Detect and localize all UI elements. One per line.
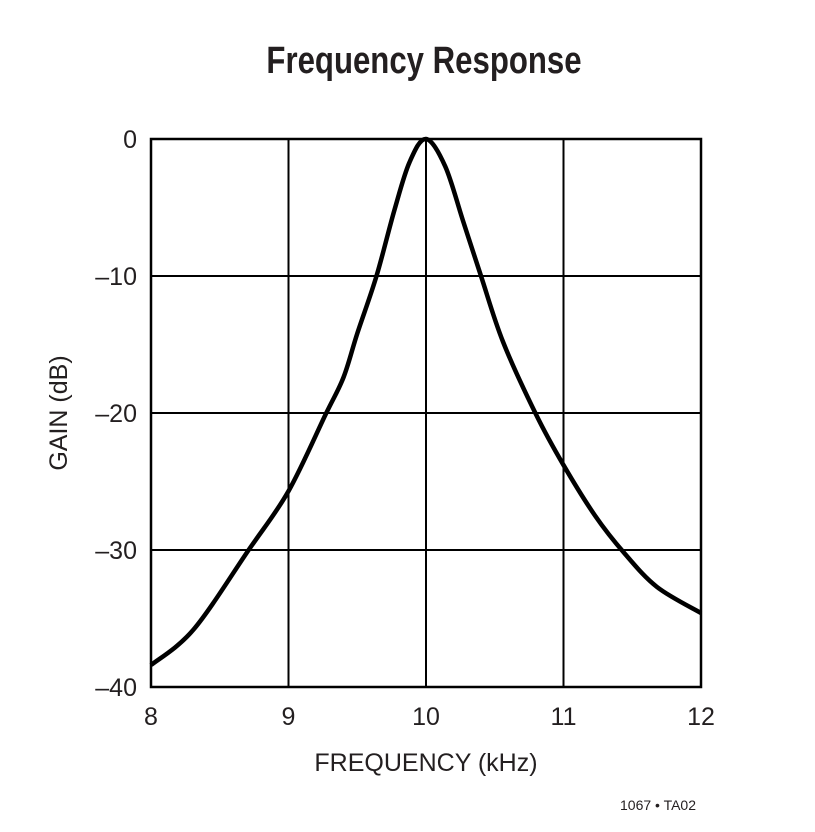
y-tick-label: –10 (95, 263, 137, 291)
y-tick-label: –40 (95, 674, 137, 702)
x-tick-label: 8 (144, 703, 158, 731)
y-axis-label: GAIN (dB) (45, 355, 73, 470)
x-tick-label: 12 (687, 703, 715, 731)
x-tick-label: 10 (412, 703, 440, 731)
x-axis-label: FREQUENCY (kHz) (314, 749, 537, 777)
x-tick-label: 9 (282, 703, 296, 731)
y-tick-label: –20 (95, 400, 137, 428)
y-tick-label: 0 (123, 126, 137, 154)
series-line (149, 136, 703, 667)
y-tick-label: –30 (95, 537, 137, 565)
figure-id: 1067 • TA02 (620, 797, 696, 813)
x-tick-label: 11 (551, 703, 577, 731)
chart-title: Frequency Response (266, 40, 582, 82)
